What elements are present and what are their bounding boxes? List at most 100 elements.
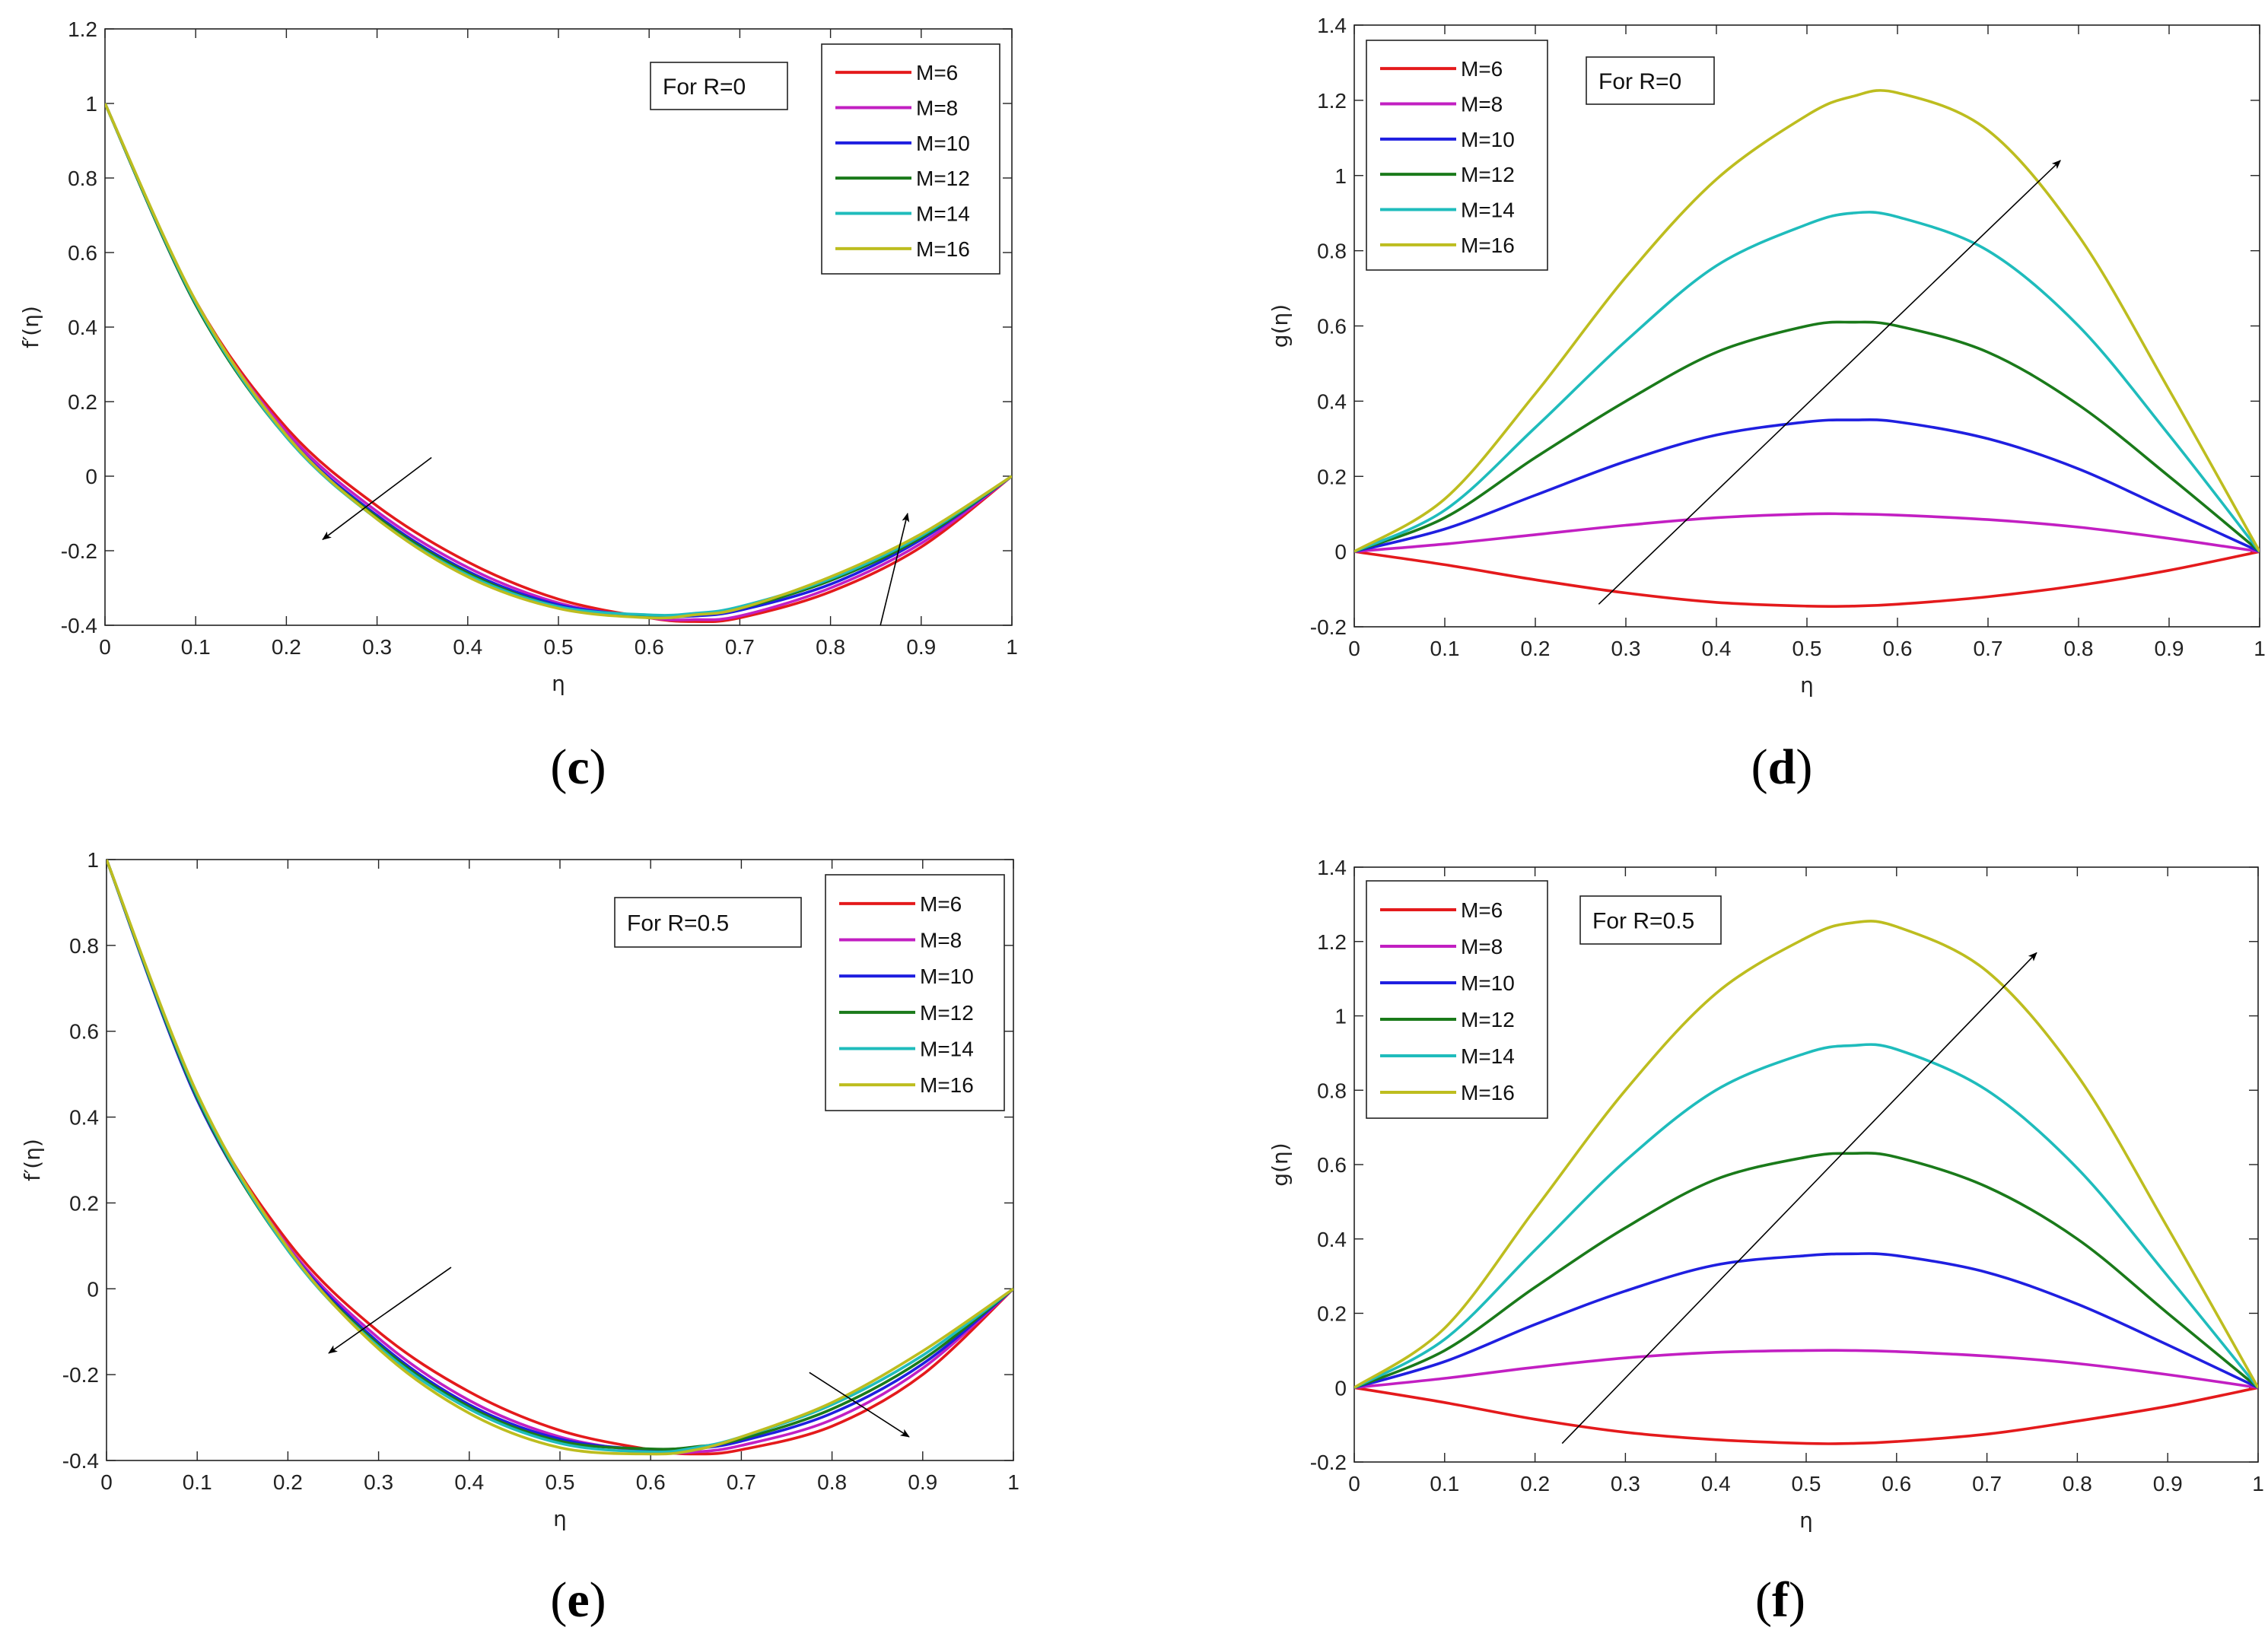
series-line-M-8 — [1354, 512, 2260, 553]
legend-label: M=8 — [920, 929, 962, 952]
x-tick-label: 0.5 — [546, 1470, 575, 1494]
legend-label: M=12 — [1461, 163, 1515, 186]
annotation-box — [614, 897, 802, 948]
y-tick-label: 1 — [85, 92, 97, 116]
x-tick-label: 0.2 — [272, 635, 301, 659]
chart-panel-d: 0 0.1 0.2 0.3 0.4 0.5 0.6 0.7 0.8 0.9 1-0.200.20.4… — [1268, 14, 2266, 795]
annotation-text: For R=0 — [1598, 69, 1681, 94]
y-tick-label: 0.4 — [68, 316, 97, 339]
y-tick-label: 0 — [85, 465, 97, 488]
annotation-box — [650, 62, 788, 110]
x-tick-label: 0.3 — [362, 635, 392, 659]
y-tick-label: 0.2 — [68, 390, 97, 414]
x-tick-label: 1 — [1007, 1470, 1019, 1494]
y-tick-label: -0.2 — [1310, 1451, 1347, 1474]
legend-box — [821, 43, 1000, 275]
y-tick-label: 0.4 — [69, 1106, 99, 1130]
y-tick-label: -0.2 — [61, 539, 97, 563]
y-axis-label: g(η) — [1268, 304, 1293, 348]
x-tick-label: 0.8 — [817, 1470, 847, 1494]
series-line-M-10 — [1354, 1252, 2258, 1390]
annotation-text: For R=0 — [663, 75, 746, 100]
y-axis-label: f′(η) — [18, 306, 43, 348]
x-tick-label: 0.1 — [181, 635, 211, 659]
y-axis-label: f′(η) — [20, 1139, 45, 1181]
legend: M=6 M=8 M=10 M=12 M=14 M=16 — [1366, 40, 1548, 271]
series-line-M-12 — [1354, 320, 2260, 553]
y-tick-label: 0.2 — [69, 1191, 99, 1215]
legend-label: M=10 — [920, 965, 974, 988]
panel-label-paren: ) — [590, 739, 606, 795]
series-line-M-6 — [1354, 550, 2260, 609]
x-tick-label: 0.8 — [2063, 1472, 2092, 1495]
x-tick-label: 0.7 — [725, 635, 755, 659]
y-tick-label: 0 — [1334, 1376, 1347, 1400]
legend-label: M=8 — [916, 97, 958, 120]
legend: M=6 M=8 M=10 M=12 M=14 M=16 — [821, 43, 1000, 275]
y-tick-label: 0.8 — [1317, 240, 1347, 263]
legend-label: M=14 — [920, 1038, 974, 1061]
x-tick-label: 0.1 — [1430, 637, 1460, 660]
y-tick-label: 1.2 — [1317, 930, 1347, 954]
series-line-M-16 — [1354, 89, 2260, 553]
panel-label-letter: e — [567, 1572, 589, 1628]
x-tick-label: 1 — [2254, 637, 2266, 660]
x-tick-label: 0.6 — [635, 635, 664, 659]
panel-label-paren: ) — [1796, 739, 1812, 795]
legend-label: M=8 — [1461, 935, 1503, 958]
x-tick-label: 0.9 — [908, 1470, 937, 1494]
y-tick-label: 0.4 — [1317, 1228, 1347, 1251]
y-tick-label: -0.2 — [62, 1363, 99, 1387]
legend-label: M=10 — [1461, 971, 1515, 995]
legend-label: M=16 — [916, 237, 970, 261]
legend: M=6 M=8 M=10 M=12 M=14 M=16 — [1366, 880, 1548, 1119]
x-tick-label: 0.2 — [1520, 1472, 1550, 1495]
x-tick-label: 0 — [1348, 637, 1360, 660]
annotation-text: For R=0.5 — [1592, 909, 1694, 934]
x-tick-label: 0.6 — [1882, 1472, 1911, 1495]
legend-box — [1366, 880, 1548, 1119]
chart-panel-e: 0 0.1 0.2 0.3 0.4 0.5 0.6 0.7 0.8 0.9 1 -0.4 -0.2 0 0.… — [20, 848, 1019, 1628]
panel-label-letter: d — [1768, 739, 1796, 795]
x-tick-label: 0 — [100, 1470, 113, 1494]
legend-label: M=6 — [916, 61, 958, 84]
legend-label: M=16 — [1461, 1081, 1515, 1104]
x-tick-label: 0.9 — [906, 635, 936, 659]
legend-label: M=16 — [920, 1073, 974, 1097]
panel-label: (f) — [1755, 1572, 1805, 1628]
y-tick-label: 0 — [87, 1277, 99, 1301]
series-line-M-16 — [1354, 920, 2258, 1389]
y-tick-label: 0.6 — [69, 1020, 99, 1044]
y-tick-label: 1 — [1334, 164, 1347, 188]
y-tick-label: 0.8 — [1317, 1079, 1347, 1102]
x-tick-label: 0.4 — [1702, 637, 1732, 660]
y-tick-label: 1.4 — [1317, 14, 1347, 37]
legend-label: M=6 — [920, 892, 962, 916]
panel-label-paren: ( — [1751, 739, 1768, 795]
y-tick-label: -0.4 — [62, 1449, 99, 1473]
chart-panel-c: 0 0.1 0.2 0.3 0.4 0.5 0.6 0.7 0.8 0.9 1 -0.4 -0.2 0 0.… — [18, 17, 1018, 795]
y-tick-label: 0.2 — [1317, 465, 1347, 488]
x-tick-label: 0.8 — [816, 635, 845, 659]
trend-arrow — [1561, 952, 2037, 1445]
legend-label: M=6 — [1461, 57, 1503, 81]
x-axis-label: η — [552, 671, 565, 696]
y-axis-label: g(η) — [1268, 1143, 1293, 1186]
series-line-M-16 — [105, 103, 1012, 620]
legend-label: M=16 — [1461, 234, 1515, 257]
y-tick-label: 1 — [1334, 1005, 1347, 1028]
y-tick-label: 1 — [87, 848, 99, 872]
x-tick-label: 0.8 — [2064, 637, 2094, 660]
y-tick-label: -0.4 — [61, 614, 97, 637]
chart-panel-f: 0 0.1 0.2 0.3 0.4 0.5 0.6 0.7 0.8 0.9 1-0.200.20.4… — [1268, 856, 2264, 1628]
legend-label: M=12 — [920, 1001, 974, 1025]
annotation-text: For R=0.5 — [627, 911, 729, 936]
trend-arrow — [880, 513, 910, 626]
x-tick-label: 0 — [1348, 1472, 1360, 1495]
legend-label: M=6 — [1461, 898, 1503, 922]
legend-label: M=10 — [1461, 128, 1515, 151]
y-tick-label: 0 — [1334, 540, 1347, 564]
legend-label: M=14 — [1461, 199, 1515, 222]
x-tick-label: 1 — [2252, 1472, 2264, 1495]
